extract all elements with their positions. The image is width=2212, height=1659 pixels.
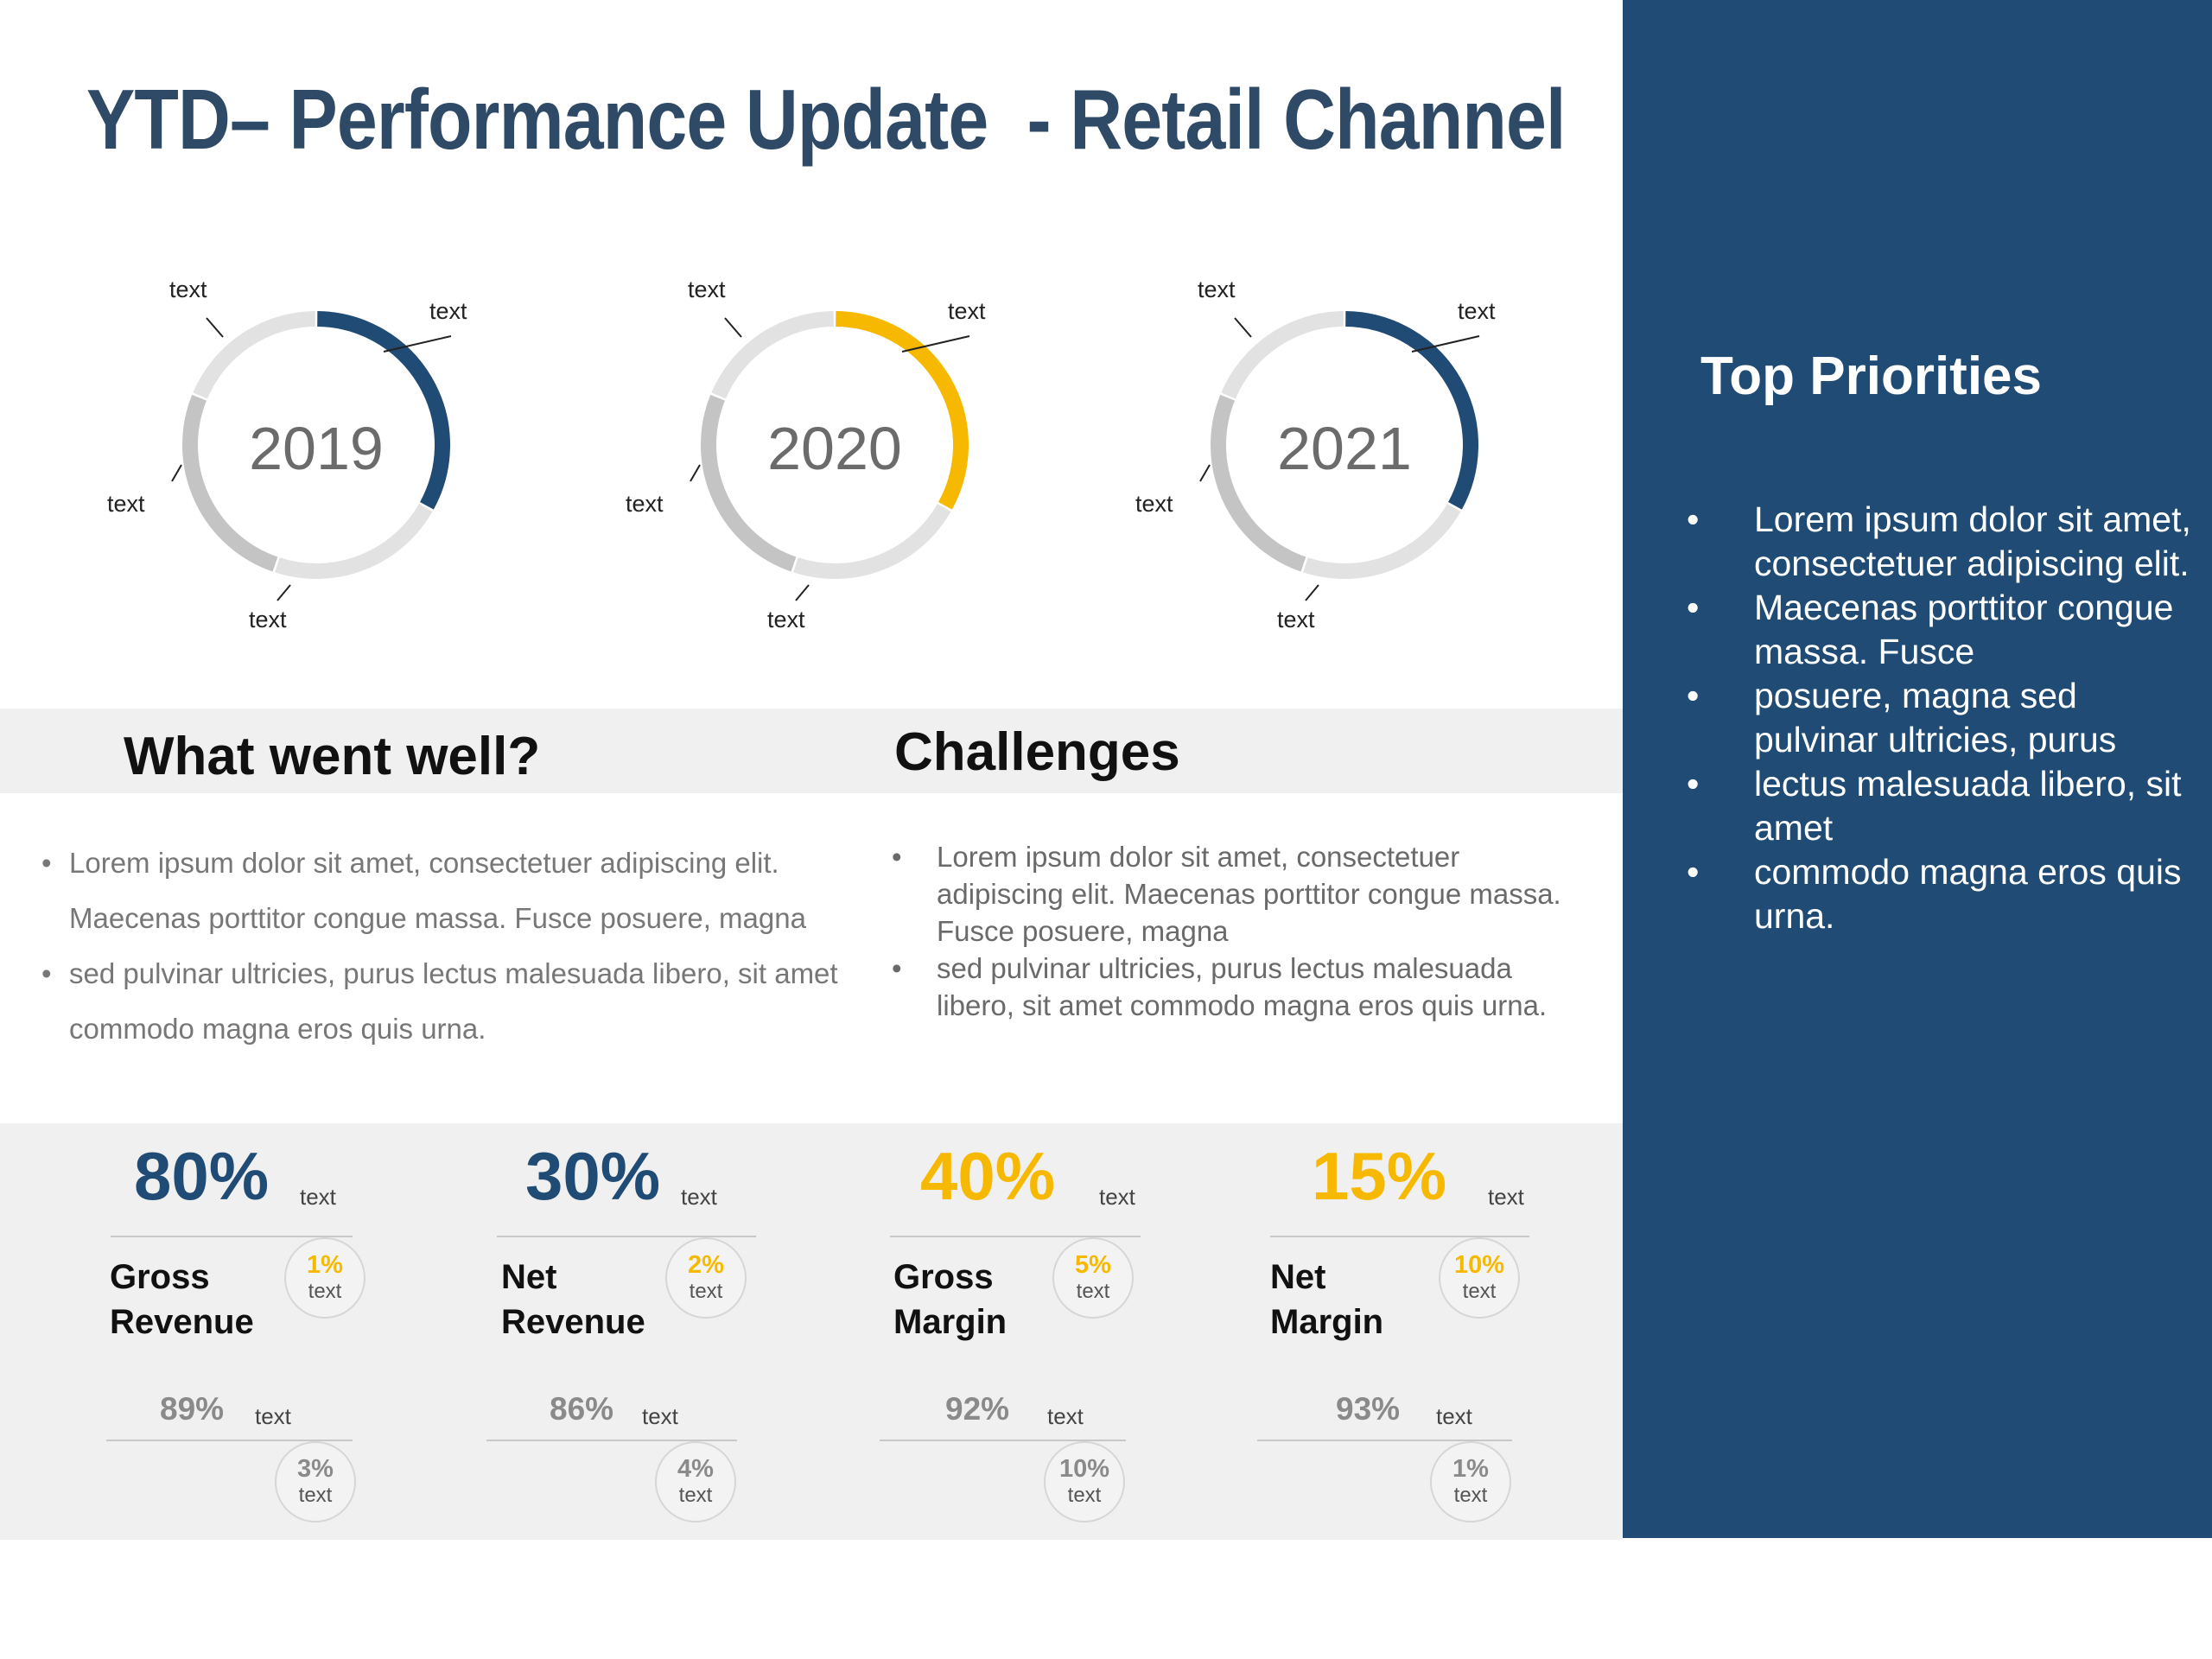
- secondary-badge: 3% text: [275, 1441, 356, 1522]
- divider: [486, 1440, 737, 1441]
- list-item: lectus malesuada libero, sit amet: [1683, 762, 2202, 850]
- donut-callout-label: text: [767, 607, 805, 632]
- donut-gray-segment: [275, 503, 433, 579]
- metrics-band: [0, 1123, 1623, 1540]
- leader-line: [206, 317, 224, 338]
- divider: [880, 1440, 1126, 1441]
- metric-pct-label: text: [1488, 1184, 1524, 1210]
- metric-name: Net Revenue: [501, 1258, 645, 1341]
- secondary-badge: 10% text: [1044, 1441, 1125, 1522]
- leader-line: [724, 317, 742, 338]
- leader-line: [383, 335, 452, 353]
- donut-accent-segment: [1345, 311, 1478, 510]
- list-item: sed pulvinar ultricies, purus lectus mal…: [888, 950, 1580, 1024]
- donut-callout-label: text: [948, 298, 986, 324]
- metric-name: Gross Margin: [893, 1258, 1007, 1341]
- secondary-label: text: [255, 1403, 291, 1429]
- challenges-list: Lorem ipsum dolor sit amet, consectetuer…: [888, 838, 1580, 1024]
- leader-line: [1411, 335, 1480, 353]
- list-item: sed pulvinar ultricies, purus lectus mal…: [41, 946, 871, 1057]
- priorities-heading: Top Priorities: [1700, 346, 2043, 406]
- donut-year-label: 2020: [767, 415, 902, 482]
- donut-callout-label: text: [1277, 607, 1315, 632]
- leader-line: [1199, 464, 1211, 482]
- list-item: commodo magna eros quis urna.: [1683, 850, 2202, 938]
- list-item: Lorem ipsum dolor sit amet, consectetuer…: [1683, 498, 2202, 586]
- what-went-well-list: Lorem ipsum dolor sit amet, consectetuer…: [41, 836, 871, 1057]
- list-item: Lorem ipsum dolor sit amet, consectetuer…: [41, 836, 871, 946]
- donut-callout-label: text: [1198, 276, 1236, 302]
- secondary-badge: 1% text: [1430, 1441, 1511, 1522]
- change-badge: 2% text: [665, 1237, 747, 1319]
- donut-gray-segment: [1211, 394, 1306, 572]
- metric-name: Gross Revenue: [110, 1258, 254, 1341]
- leader-line: [690, 464, 701, 482]
- what-went-well-heading: What went well?: [124, 727, 541, 786]
- donut-callout-label: text: [626, 491, 664, 517]
- leader-line: [276, 584, 291, 601]
- secondary-label: text: [1047, 1403, 1084, 1429]
- divider: [106, 1440, 353, 1441]
- leader-line: [901, 335, 970, 353]
- donut-callout-label: text: [1135, 491, 1173, 517]
- donut-callout-label: text: [429, 298, 467, 324]
- list-item: Lorem ipsum dolor sit amet, consectetuer…: [888, 838, 1580, 950]
- divider: [1257, 1440, 1512, 1441]
- divider: [1270, 1236, 1529, 1237]
- donut-gray-segment: [1221, 311, 1344, 399]
- metric-pct-label: text: [681, 1184, 717, 1210]
- leader-line: [795, 584, 810, 601]
- leader-line: [1234, 317, 1252, 338]
- secondary-pct: 92%: [945, 1391, 1010, 1427]
- metric-pct: 30%: [525, 1138, 661, 1214]
- secondary-pct: 93%: [1336, 1391, 1401, 1427]
- metric-pct: 15%: [1312, 1138, 1447, 1214]
- donut-gray-segment: [711, 311, 834, 399]
- donut-accent-segment: [836, 311, 969, 510]
- secondary-label: text: [1436, 1403, 1472, 1429]
- donut-callout-label: text: [169, 276, 207, 302]
- divider: [890, 1236, 1141, 1237]
- priorities-list: Lorem ipsum dolor sit amet, consectetuer…: [1683, 498, 2202, 938]
- change-badge: 10% text: [1439, 1237, 1520, 1319]
- list-item: Maecenas porttitor congue massa. Fusce: [1683, 586, 2202, 674]
- challenges-heading: Challenges: [894, 722, 1180, 782]
- section-header-band: [0, 709, 1623, 793]
- donut-gray-segment: [1303, 503, 1461, 579]
- divider: [111, 1236, 353, 1237]
- donut-gray-segment: [193, 311, 315, 399]
- divider: [497, 1236, 756, 1237]
- donut-charts: 2019 text text text text 2020 text text text text…: [107, 276, 1496, 632]
- change-badge: 1% text: [284, 1237, 365, 1319]
- leader-line: [171, 464, 182, 482]
- secondary-pct: 86%: [550, 1391, 614, 1427]
- donut-gray-segment: [793, 503, 951, 579]
- donut-year-label: 2021: [1277, 415, 1412, 482]
- secondary-badge: 4% text: [655, 1441, 736, 1522]
- secondary-pct: 89%: [160, 1391, 225, 1427]
- donut-callout-label: text: [688, 276, 726, 302]
- metric-pct: 80%: [134, 1138, 270, 1214]
- list-item: posuere, magna sed pulvinar ultricies, p…: [1683, 674, 2202, 762]
- donut-gray-segment: [182, 394, 278, 572]
- metric-pct-label: text: [300, 1184, 336, 1210]
- donut-gray-segment: [701, 394, 797, 572]
- donut-callout-label: text: [107, 491, 145, 517]
- donut-callout-label: text: [249, 607, 287, 632]
- secondary-label: text: [642, 1403, 678, 1429]
- metric-pct-label: text: [1099, 1184, 1135, 1210]
- donut-accent-segment: [317, 311, 450, 510]
- metric-pct: 40%: [920, 1138, 1056, 1214]
- metric-name: Net Margin: [1270, 1258, 1384, 1341]
- donut-year-label: 2019: [249, 415, 384, 482]
- change-badge: 5% text: [1052, 1237, 1134, 1319]
- donut-callout-label: text: [1458, 298, 1496, 324]
- leader-line: [1305, 584, 1319, 601]
